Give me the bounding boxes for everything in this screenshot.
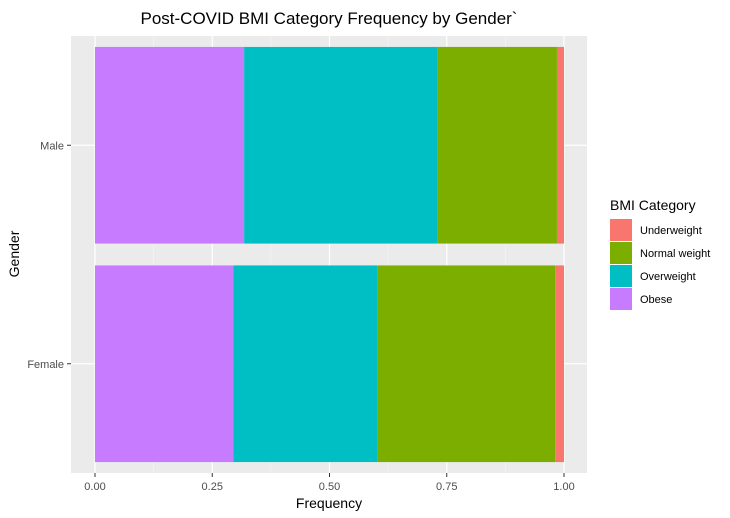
bar-female-normal-weight: [377, 265, 556, 463]
bar-male-overweight: [244, 46, 438, 244]
x-axis-title: Frequency: [296, 495, 362, 511]
bar-female-underweight: [555, 265, 564, 463]
chart-title: Post-COVID BMI Category Frequency by Gen…: [141, 9, 518, 28]
legend-swatch: [610, 288, 632, 310]
legend-label: Normal weight: [640, 248, 710, 260]
bar-male-underweight: [556, 46, 564, 244]
x-tick-label: 0.25: [202, 481, 223, 493]
y-tick-label: Male: [40, 140, 64, 152]
x-axis-ticks: 0.00 0.25 0.50 0.75 1.00: [84, 473, 575, 493]
legend-swatch: [610, 242, 632, 264]
bar-male-obese: [95, 46, 245, 244]
legend-label: Underweight: [640, 225, 702, 237]
bars: [95, 46, 564, 463]
legend-title: BMI Category: [610, 197, 696, 213]
y-tick-label: Female: [27, 359, 64, 371]
legend: Underweight Normal weight Overweight Obese: [610, 219, 710, 310]
legend-label: Obese: [640, 294, 672, 306]
legend-swatch: [610, 265, 632, 287]
y-axis-ticks: Female Male: [27, 140, 71, 371]
bar-male-normal-weight: [437, 46, 557, 244]
y-axis-title: Gender: [6, 230, 22, 277]
legend-label: Overweight: [640, 271, 696, 283]
bar-female-overweight: [233, 265, 378, 463]
x-tick-label: 0.50: [319, 481, 340, 493]
x-tick-label: 1.00: [553, 481, 574, 493]
x-tick-label: 0.00: [84, 481, 105, 493]
legend-swatch: [610, 219, 632, 241]
x-tick-label: 0.75: [436, 481, 457, 493]
bar-female-obese: [95, 265, 234, 463]
